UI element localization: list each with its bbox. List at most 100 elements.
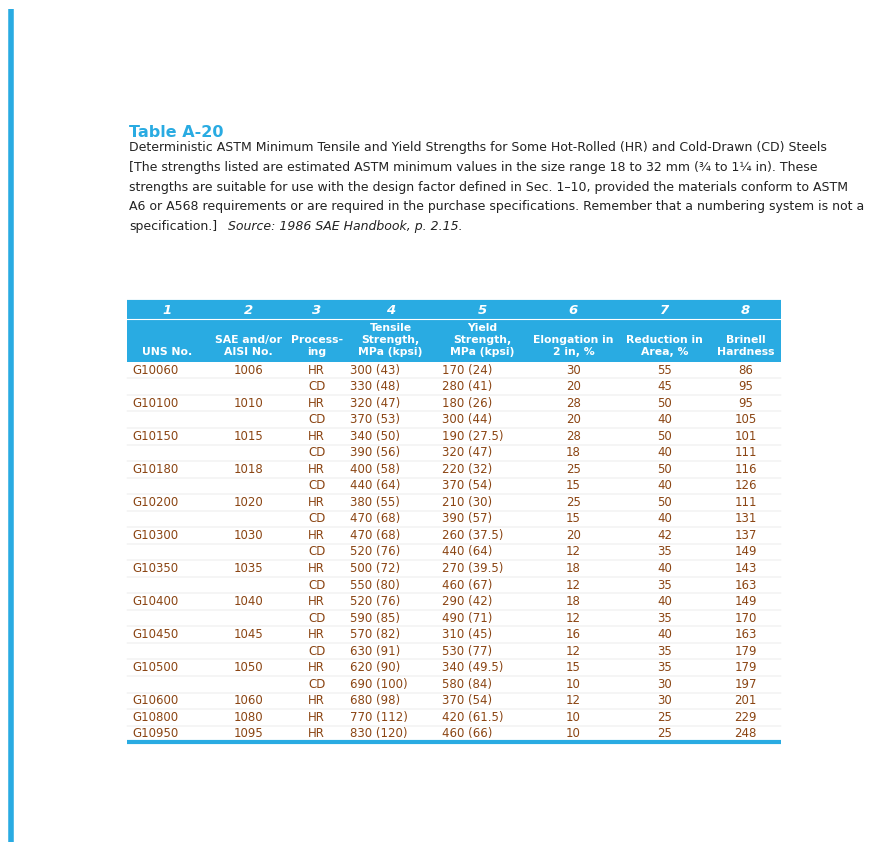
Text: HR: HR (308, 562, 325, 575)
Text: 111: 111 (734, 496, 756, 509)
Text: 5: 5 (477, 303, 486, 317)
Text: 50: 50 (657, 397, 672, 410)
Text: 20: 20 (565, 529, 580, 542)
Text: 116: 116 (734, 462, 756, 476)
Text: 137: 137 (734, 529, 756, 542)
Text: 630 (91): 630 (91) (350, 644, 400, 658)
Text: CD: CD (307, 579, 325, 592)
Text: 42: 42 (657, 529, 672, 542)
Text: 4: 4 (385, 303, 395, 317)
Text: 440 (64): 440 (64) (350, 479, 400, 492)
Text: 18: 18 (565, 562, 580, 575)
Text: G10350: G10350 (133, 562, 178, 575)
Text: HR: HR (308, 430, 325, 443)
Text: 1015: 1015 (233, 430, 263, 443)
Text: 8: 8 (740, 303, 750, 317)
Text: 179: 179 (734, 661, 756, 674)
Text: 310 (45): 310 (45) (442, 628, 492, 641)
Text: HR: HR (308, 661, 325, 674)
Text: 1040: 1040 (233, 595, 263, 608)
Text: CD: CD (307, 612, 325, 625)
Text: 530 (77): 530 (77) (442, 644, 492, 658)
Text: 500 (72): 500 (72) (350, 562, 400, 575)
Text: CD: CD (307, 546, 325, 558)
Text: 470 (68): 470 (68) (350, 529, 400, 542)
Text: 1010: 1010 (233, 397, 263, 410)
Text: G10450: G10450 (133, 628, 178, 641)
Text: HR: HR (308, 694, 325, 707)
Text: 1050: 1050 (234, 661, 263, 674)
Text: HR: HR (308, 462, 325, 476)
Text: G10180: G10180 (133, 462, 178, 476)
Text: G10200: G10200 (133, 496, 178, 509)
Text: 300 (43): 300 (43) (350, 364, 399, 377)
Text: HR: HR (308, 728, 325, 740)
Text: 163: 163 (734, 628, 756, 641)
Text: 420 (61.5): 420 (61.5) (442, 711, 503, 724)
Text: 25: 25 (657, 728, 672, 740)
Text: 320 (47): 320 (47) (442, 446, 492, 459)
Text: 40: 40 (657, 562, 672, 575)
Text: 10: 10 (565, 677, 580, 691)
Text: 30: 30 (565, 364, 580, 377)
Text: 7: 7 (659, 303, 669, 317)
Text: G10950: G10950 (133, 728, 178, 740)
Text: 690 (100): 690 (100) (350, 677, 407, 691)
Text: G10800: G10800 (133, 711, 178, 724)
Text: 1030: 1030 (234, 529, 263, 542)
Text: 270 (39.5): 270 (39.5) (442, 562, 502, 575)
Text: HR: HR (308, 496, 325, 509)
Text: 101: 101 (734, 430, 756, 443)
Text: 440 (64): 440 (64) (442, 546, 492, 558)
Text: 520 (76): 520 (76) (350, 595, 400, 608)
Text: 12: 12 (565, 546, 580, 558)
Text: 2: 2 (243, 303, 253, 317)
Text: 280 (41): 280 (41) (442, 380, 492, 394)
Text: 460 (66): 460 (66) (442, 728, 492, 740)
Text: 260 (37.5): 260 (37.5) (442, 529, 502, 542)
Text: G10600: G10600 (133, 694, 178, 707)
Text: 28: 28 (565, 397, 580, 410)
Text: Table A-20: Table A-20 (129, 125, 223, 140)
Text: 50: 50 (657, 462, 672, 476)
Text: Source: 1986 SAE Handbook, p. 2.15.: Source: 1986 SAE Handbook, p. 2.15. (216, 220, 462, 233)
Text: 131: 131 (734, 513, 756, 525)
Text: 111: 111 (734, 446, 756, 459)
Text: CD: CD (307, 513, 325, 525)
Text: 470 (68): 470 (68) (350, 513, 400, 525)
Text: 1060: 1060 (233, 694, 263, 707)
Text: 35: 35 (657, 644, 672, 658)
Text: HR: HR (308, 364, 325, 377)
Text: 770 (112): 770 (112) (350, 711, 407, 724)
Text: G10100: G10100 (133, 397, 178, 410)
Text: 1018: 1018 (233, 462, 263, 476)
Text: Reduction in
Area, %: Reduction in Area, % (626, 323, 702, 357)
Text: 1020: 1020 (233, 496, 263, 509)
Text: CD: CD (307, 644, 325, 658)
Text: HR: HR (308, 529, 325, 542)
Text: 10: 10 (565, 728, 580, 740)
Text: 20: 20 (565, 380, 580, 394)
Text: strengths are suitable for use with the design factor defined in Sec. 1–10, prov: strengths are suitable for use with the … (129, 180, 847, 194)
Text: 149: 149 (734, 546, 756, 558)
Text: HR: HR (308, 711, 325, 724)
Text: 680 (98): 680 (98) (350, 694, 400, 707)
Text: G10400: G10400 (133, 595, 178, 608)
Text: 1: 1 (162, 303, 172, 317)
Text: CD: CD (307, 413, 325, 426)
Text: 370 (53): 370 (53) (350, 413, 399, 426)
Text: 18: 18 (565, 595, 580, 608)
Text: 126: 126 (734, 479, 756, 492)
Text: 18: 18 (565, 446, 580, 459)
Text: CD: CD (307, 677, 325, 691)
Text: 105: 105 (734, 413, 756, 426)
Text: 10: 10 (565, 711, 580, 724)
Text: CD: CD (307, 380, 325, 394)
Text: 179: 179 (734, 644, 756, 658)
Text: 25: 25 (657, 711, 672, 724)
Text: 620 (90): 620 (90) (350, 661, 400, 674)
Text: 149: 149 (734, 595, 756, 608)
Text: HR: HR (308, 397, 325, 410)
Text: 580 (84): 580 (84) (442, 677, 491, 691)
Text: 1095: 1095 (233, 728, 263, 740)
